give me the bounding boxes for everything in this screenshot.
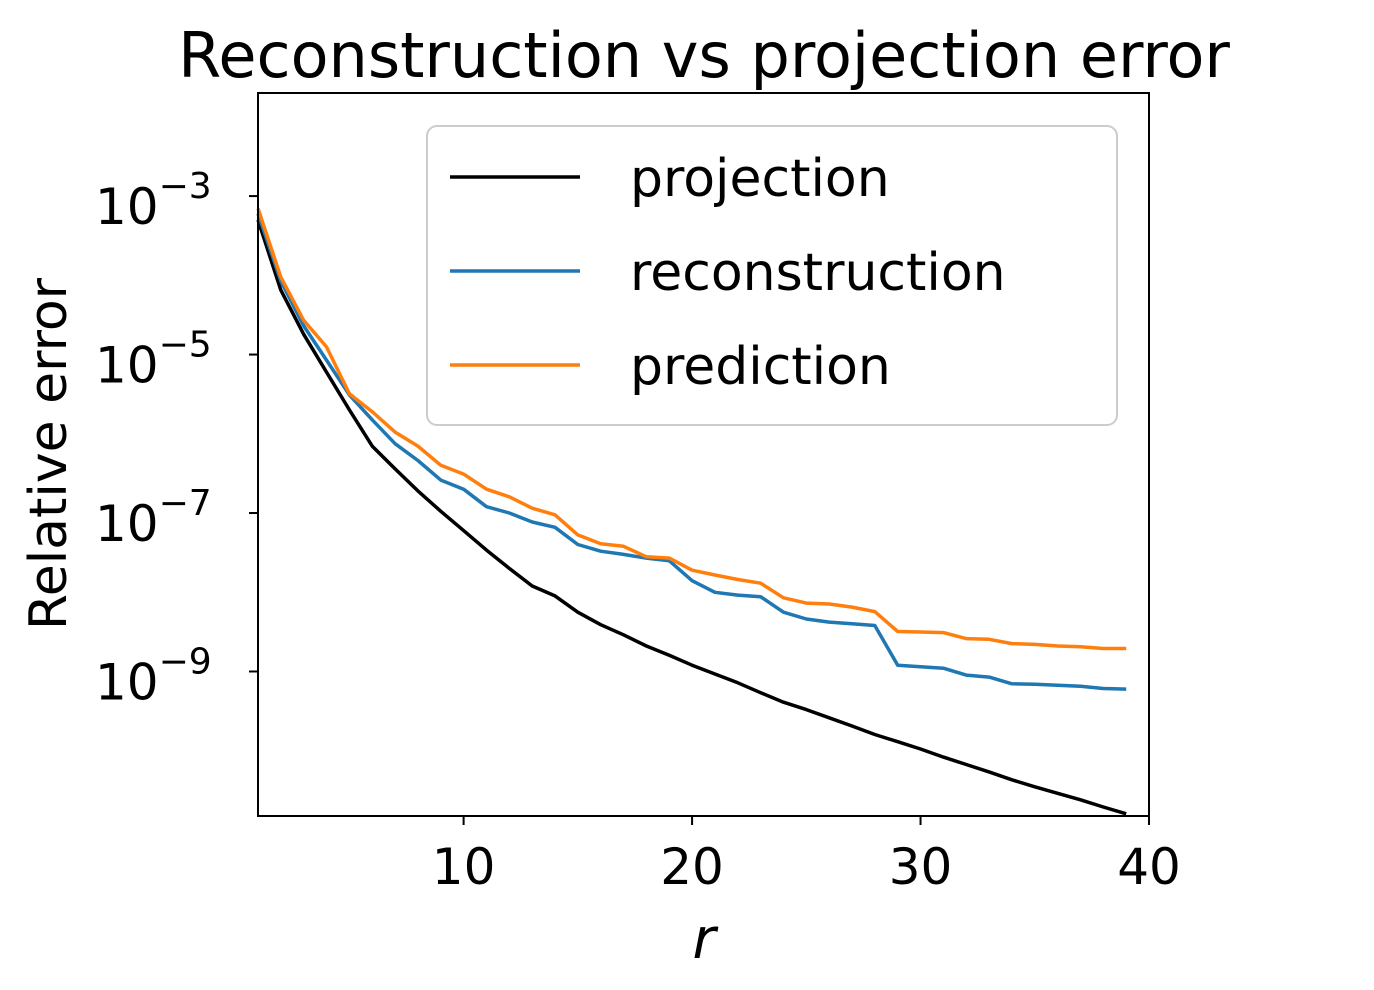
y-tick-label: 10−9 xyxy=(95,641,212,711)
legend-box xyxy=(426,125,1118,426)
plot-lines xyxy=(256,207,1127,816)
legend-label-prediction: prediction xyxy=(630,337,891,397)
x-tick-label: 40 xyxy=(1117,838,1181,896)
y-tick-label: 10−7 xyxy=(95,483,212,553)
y-axis-ticks: 10−3 10−5 10−7 10−9 xyxy=(95,166,258,711)
x-tick-label: 20 xyxy=(660,838,724,896)
x-tick-label: 10 xyxy=(432,838,496,896)
series-line-projection xyxy=(256,219,1127,816)
y-tick-label: 10−3 xyxy=(95,166,212,236)
series-line-prediction xyxy=(256,207,1127,651)
x-axis-ticks: 10 20 30 40 xyxy=(432,816,1181,896)
legend-label-projection: projection xyxy=(630,149,890,209)
chart-title: Reconstruction vs projection error xyxy=(178,19,1230,92)
y-tick-label: 10−5 xyxy=(95,325,212,395)
legend-label-reconstruction: reconstruction xyxy=(630,243,1006,303)
x-axis-label: r xyxy=(692,907,718,972)
legend: projection reconstruction prediction xyxy=(426,125,1118,426)
series-line-reconstruction xyxy=(256,213,1127,691)
x-tick-label: 30 xyxy=(889,838,953,896)
y-axis-label: Relative error xyxy=(19,277,79,630)
plot-frame xyxy=(257,92,1150,817)
